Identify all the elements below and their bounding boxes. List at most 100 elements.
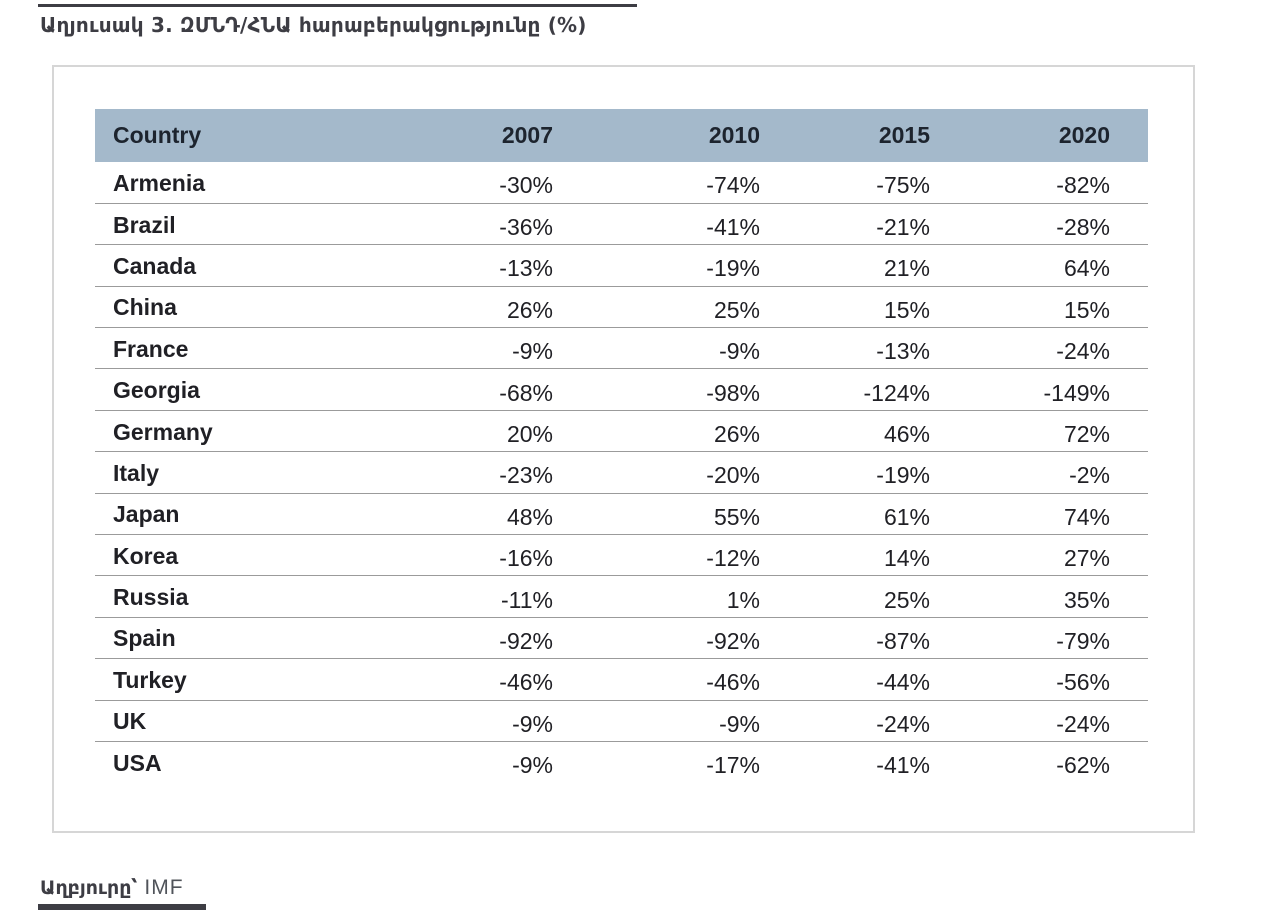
table-row: UK -9% -9% -24% -24% bbox=[95, 700, 1148, 742]
column-header-country: Country bbox=[95, 109, 435, 162]
table-row: Spain -92% -92% -87% -79% bbox=[95, 617, 1148, 659]
value-cell: 25% bbox=[883, 586, 930, 613]
value-cell: -24% bbox=[876, 710, 930, 737]
value-cell: 61% bbox=[883, 503, 930, 530]
source-label: Աղբյուրը՝ bbox=[40, 877, 138, 899]
value-cell: -62% bbox=[1056, 752, 1110, 779]
country-cell: Spain bbox=[113, 625, 176, 652]
value-cell: -124% bbox=[863, 379, 930, 406]
value-cell: 26% bbox=[713, 421, 760, 448]
country-cell: France bbox=[113, 335, 189, 362]
value-cell: -2% bbox=[1069, 462, 1110, 489]
column-header-2020: 2020 bbox=[942, 109, 1148, 162]
country-cell: Armenia bbox=[113, 169, 206, 196]
value-cell: 55% bbox=[713, 503, 760, 530]
value-cell: -68% bbox=[499, 379, 553, 406]
table-row: USA -9% -17% -41% -62% bbox=[95, 741, 1148, 782]
value-cell: -98% bbox=[706, 379, 760, 406]
value-cell: -20% bbox=[706, 462, 760, 489]
value-cell: 48% bbox=[506, 503, 553, 530]
country-cell: Brazil bbox=[113, 211, 176, 238]
value-cell: -11% bbox=[501, 586, 553, 613]
country-cell: China bbox=[113, 294, 177, 321]
value-cell: -9% bbox=[512, 752, 553, 779]
value-cell: -9% bbox=[719, 710, 760, 737]
value-cell: -82% bbox=[1056, 172, 1110, 199]
column-header-2010: 2010 bbox=[565, 109, 772, 162]
value-cell: -23% bbox=[499, 462, 553, 489]
table-row: Korea -16% -12% 14% 27% bbox=[95, 535, 1148, 576]
value-cell: -28% bbox=[1056, 214, 1110, 241]
value-cell: -92% bbox=[706, 627, 760, 654]
value-cell: -9% bbox=[512, 338, 553, 365]
value-cell: -149% bbox=[1043, 379, 1110, 406]
value-cell: 27% bbox=[1063, 545, 1110, 572]
country-cell: Georgia bbox=[113, 377, 200, 404]
value-cell: -44% bbox=[876, 669, 930, 696]
value-cell: -79% bbox=[1056, 627, 1110, 654]
value-cell: -41% bbox=[876, 752, 930, 779]
value-cell: -9% bbox=[719, 338, 760, 365]
value-cell: -30% bbox=[499, 172, 553, 199]
page-bottom-rule-fragment bbox=[38, 904, 206, 910]
table-container: Country 2007 2010 2015 2020 Armenia -30% -… bbox=[52, 65, 1195, 833]
table-header: Country 2007 2010 2015 2020 bbox=[95, 109, 1148, 162]
table-title: Աղյուսակ 3. ԶՄՆԴ/ՀՆԱ հարաբերակցությունը … bbox=[40, 13, 587, 37]
value-cell: -19% bbox=[706, 255, 760, 282]
column-header-2015: 2015 bbox=[772, 109, 942, 162]
value-cell: 74% bbox=[1063, 503, 1110, 530]
value-cell: -12% bbox=[706, 545, 760, 572]
value-cell: 14% bbox=[883, 545, 930, 572]
country-cell: Germany bbox=[113, 418, 213, 445]
value-cell: 64% bbox=[1063, 255, 1110, 282]
value-cell: -74% bbox=[706, 172, 760, 199]
header-row: Country 2007 2010 2015 2020 bbox=[95, 109, 1148, 162]
value-cell: 1% bbox=[726, 586, 760, 613]
value-cell: -56% bbox=[1056, 669, 1110, 696]
value-cell: -13% bbox=[876, 338, 930, 365]
source-note: Աղբյուրը՝ IMF bbox=[40, 876, 184, 900]
table-row: Canada -13% -19% 21% 64% bbox=[95, 245, 1148, 287]
country-cell: Japan bbox=[113, 501, 180, 528]
table-row: Japan 48% 55% 61% 74% bbox=[95, 493, 1148, 535]
table-row: France -9% -9% -13% -24% bbox=[95, 328, 1148, 369]
table-row: Turkey -46% -46% -44% -56% bbox=[95, 659, 1148, 701]
country-cell: Korea bbox=[113, 542, 179, 569]
value-cell: 21% bbox=[883, 255, 930, 282]
table-row: Brazil -36% -41% -21% -28% bbox=[95, 203, 1148, 245]
table-row: Armenia -30% -74% -75% -82% bbox=[95, 162, 1148, 204]
value-cell: -46% bbox=[499, 669, 553, 696]
niip-gdp-table: Country 2007 2010 2015 2020 Armenia -30% -… bbox=[95, 109, 1148, 783]
country-cell: Italy bbox=[113, 459, 160, 486]
value-cell: -9% bbox=[512, 710, 553, 737]
value-cell: 35% bbox=[1063, 586, 1110, 613]
value-cell: 26% bbox=[506, 296, 553, 323]
column-header-2007: 2007 bbox=[435, 109, 565, 162]
value-cell: -16% bbox=[499, 545, 553, 572]
value-cell: -19% bbox=[876, 462, 930, 489]
value-cell: -75% bbox=[876, 172, 930, 199]
value-cell: -13% bbox=[499, 255, 553, 282]
table-row: Italy -23% -20% -19% -2% bbox=[95, 452, 1148, 494]
source-value: IMF bbox=[144, 876, 184, 899]
value-cell: -41% bbox=[706, 214, 760, 241]
value-cell: 15% bbox=[1063, 296, 1110, 323]
value-cell: -46% bbox=[706, 669, 760, 696]
country-cell: Russia bbox=[113, 584, 189, 611]
table-row: Germany 20% 26% 46% 72% bbox=[95, 410, 1148, 452]
country-cell: Turkey bbox=[113, 666, 187, 693]
table-row: Russia -11% 1% 25% 35% bbox=[95, 576, 1148, 618]
value-cell: 20% bbox=[506, 421, 553, 448]
value-cell: -87% bbox=[876, 627, 930, 654]
value-cell: -24% bbox=[1056, 710, 1110, 737]
value-cell: 72% bbox=[1063, 421, 1110, 448]
value-cell: -24% bbox=[1056, 338, 1110, 365]
country-cell: USA bbox=[113, 749, 162, 776]
table-body: Armenia -30% -74% -75% -82% Brazil -36% -41% -21… bbox=[95, 162, 1148, 783]
country-cell: Canada bbox=[113, 252, 197, 279]
value-cell: -17% bbox=[706, 752, 760, 779]
value-cell: 15% bbox=[883, 296, 930, 323]
value-cell: -21% bbox=[876, 214, 930, 241]
value-cell: -36% bbox=[499, 214, 553, 241]
